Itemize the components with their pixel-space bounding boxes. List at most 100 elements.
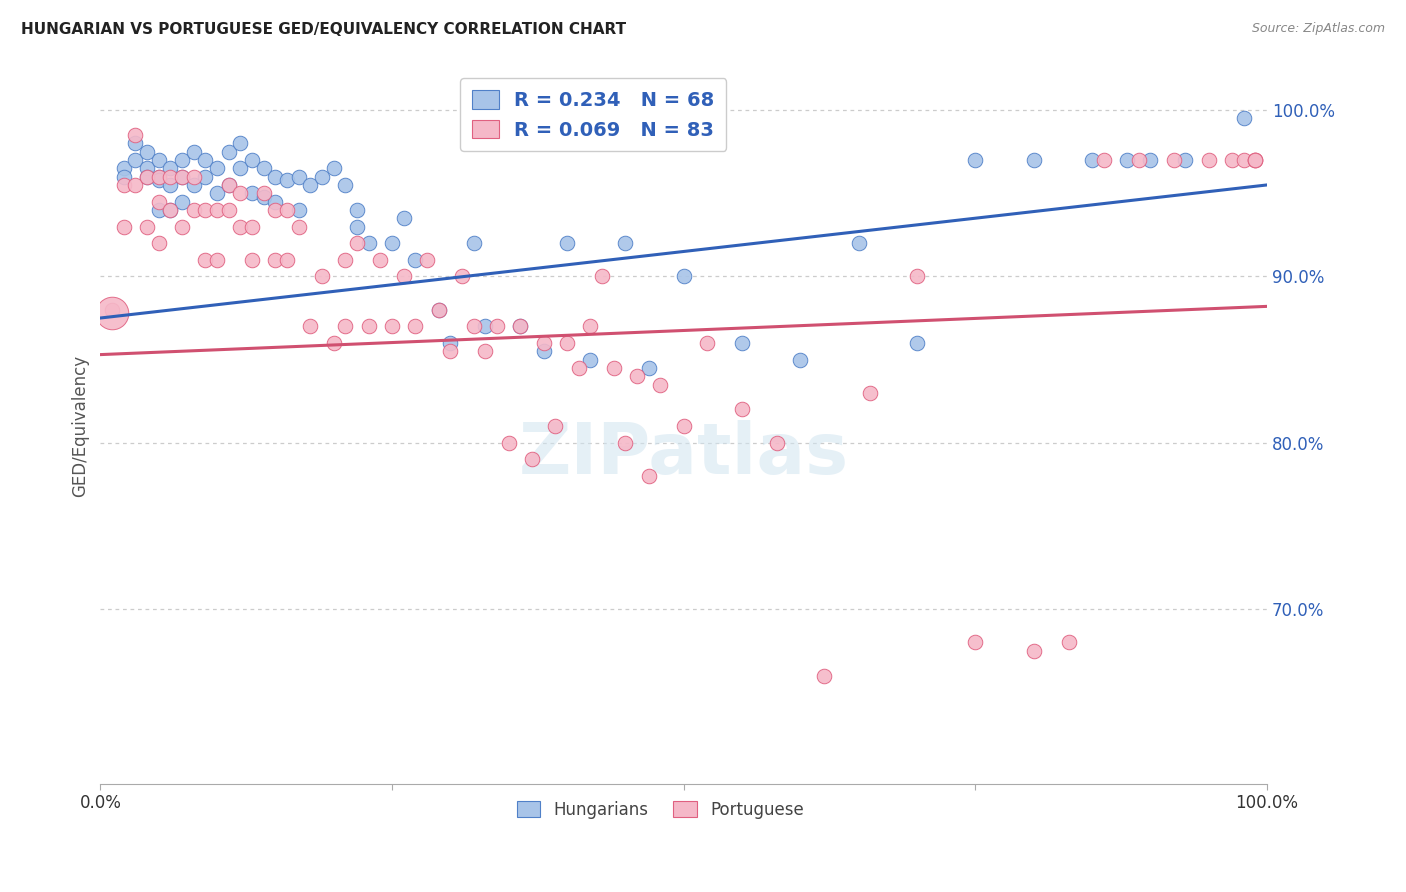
Point <box>579 319 602 334</box>
Point <box>124 178 146 192</box>
Point <box>533 335 555 350</box>
Point <box>626 369 648 384</box>
Point <box>183 169 205 184</box>
Point <box>148 169 170 184</box>
Point <box>346 236 368 251</box>
Point <box>766 435 789 450</box>
Point <box>404 319 426 334</box>
Point <box>672 419 695 434</box>
Point <box>381 319 404 334</box>
Point <box>170 194 193 209</box>
Point <box>253 186 276 201</box>
Point <box>357 236 380 251</box>
Point <box>591 269 613 284</box>
Point <box>463 236 485 251</box>
Point <box>170 219 193 234</box>
Point <box>416 252 439 267</box>
Point <box>368 252 391 267</box>
Point <box>229 186 252 201</box>
Point <box>276 252 298 267</box>
Point <box>148 236 170 251</box>
Point <box>451 269 474 284</box>
Point <box>1174 153 1197 167</box>
Point <box>439 335 461 350</box>
Point <box>509 319 531 334</box>
Point <box>218 145 240 159</box>
Point <box>498 435 520 450</box>
Point <box>229 219 252 234</box>
Point <box>357 319 380 334</box>
Point <box>335 178 357 192</box>
Point <box>346 202 368 217</box>
Point <box>965 153 987 167</box>
Point <box>112 161 135 176</box>
Point <box>194 153 217 167</box>
Point <box>1116 153 1139 167</box>
Point <box>335 252 357 267</box>
Point <box>148 169 170 184</box>
Point <box>614 435 637 450</box>
Point <box>1220 153 1243 167</box>
Point <box>159 202 181 217</box>
Text: HUNGARIAN VS PORTUGUESE GED/EQUIVALENCY CORRELATION CHART: HUNGARIAN VS PORTUGUESE GED/EQUIVALENCY … <box>21 22 626 37</box>
Point <box>905 269 928 284</box>
Point <box>474 344 496 359</box>
Point <box>124 153 146 167</box>
Point <box>194 252 217 267</box>
Point <box>299 319 322 334</box>
Point <box>205 202 228 217</box>
Point <box>183 145 205 159</box>
Point <box>731 335 754 350</box>
Point <box>579 352 602 367</box>
Point <box>392 211 415 226</box>
Point <box>392 269 415 284</box>
Point <box>276 202 298 217</box>
Point <box>264 202 287 217</box>
Point <box>101 306 124 320</box>
Point <box>474 319 496 334</box>
Point <box>170 169 193 184</box>
Point <box>311 169 333 184</box>
Point <box>287 169 309 184</box>
Text: Source: ZipAtlas.com: Source: ZipAtlas.com <box>1251 22 1385 36</box>
Point <box>335 319 357 334</box>
Point <box>276 173 298 187</box>
Point <box>136 145 159 159</box>
Point <box>381 236 404 251</box>
Point <box>1244 153 1267 167</box>
Point <box>218 202 240 217</box>
Point <box>264 169 287 184</box>
Point <box>485 319 508 334</box>
Point <box>439 344 461 359</box>
Point <box>148 202 170 217</box>
Point <box>253 189 276 203</box>
Point <box>159 161 181 176</box>
Point <box>264 252 287 267</box>
Point <box>148 173 170 187</box>
Point <box>218 178 240 192</box>
Point <box>136 161 159 176</box>
Point <box>672 269 695 284</box>
Point <box>183 178 205 192</box>
Point <box>637 360 659 375</box>
Point <box>614 236 637 251</box>
Point <box>194 202 217 217</box>
Point <box>965 635 987 649</box>
Point <box>170 169 193 184</box>
Point <box>1092 153 1115 167</box>
Point <box>696 335 718 350</box>
Point <box>322 335 344 350</box>
Point <box>1232 153 1254 167</box>
Legend: Hungarians, Portuguese: Hungarians, Portuguese <box>510 794 810 825</box>
Point <box>148 153 170 167</box>
Point <box>463 319 485 334</box>
Point <box>1244 153 1267 167</box>
Point <box>194 169 217 184</box>
Point <box>520 452 543 467</box>
Point <box>112 169 135 184</box>
Point <box>264 194 287 209</box>
Point <box>905 335 928 350</box>
Point <box>555 335 578 350</box>
Point <box>509 319 531 334</box>
Point <box>813 668 835 682</box>
